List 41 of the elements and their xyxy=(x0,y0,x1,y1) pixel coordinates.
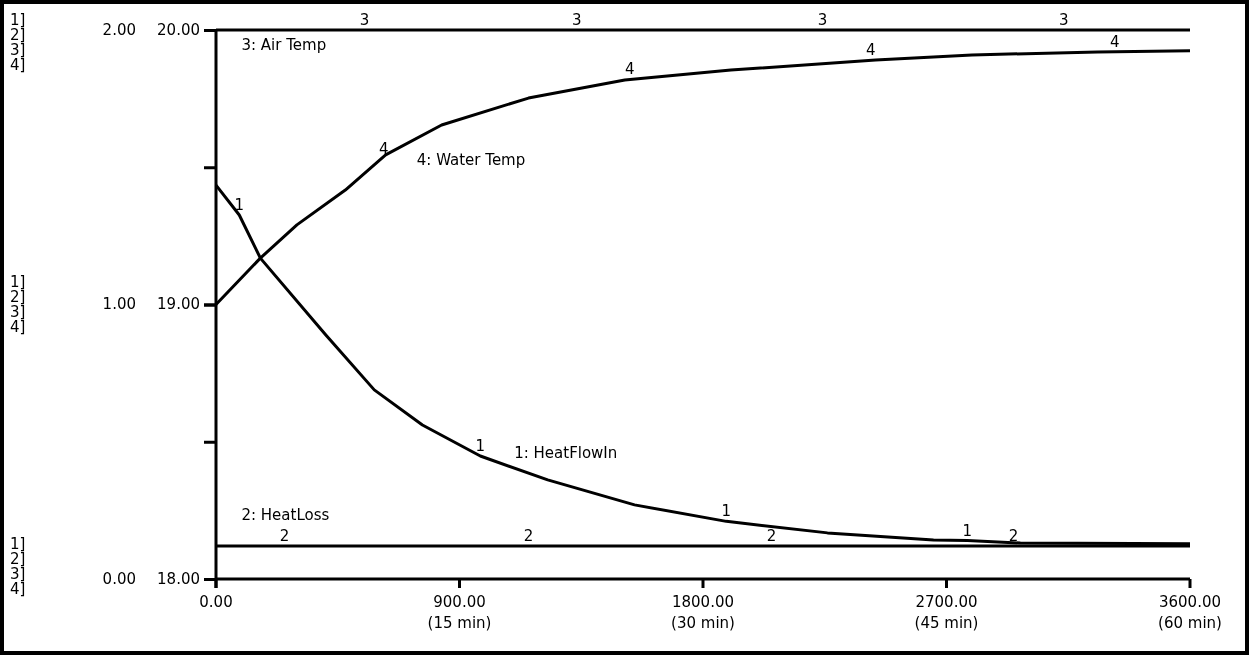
y2-tick-label: 18.00 xyxy=(157,569,200,588)
text: 1] xyxy=(10,273,26,291)
annotation: 1 xyxy=(721,502,732,521)
annotation: 3 xyxy=(817,11,828,29)
annotation: 4 xyxy=(1110,32,1120,51)
annotation: 2 xyxy=(766,527,777,546)
x-tick-label: 1800.00 xyxy=(671,593,735,611)
x-tick-label: 2700.00 xyxy=(915,593,978,611)
annotation: 3 xyxy=(1058,11,1069,29)
annotation: 2 xyxy=(1008,527,1019,546)
annotation: 2 xyxy=(279,527,290,546)
x-tick-label: 3600.00 xyxy=(1158,593,1222,611)
series-label: 2: HeatLoss xyxy=(241,506,330,525)
text: 1] xyxy=(10,534,26,553)
annotation: 4 xyxy=(865,41,876,60)
series-label: 1: HeatFlowIn xyxy=(514,443,618,462)
text: (60 min) xyxy=(1158,614,1222,632)
annotation: 4 xyxy=(378,140,389,159)
series-label: 3: Air Temp xyxy=(241,36,327,54)
text: (45 min) xyxy=(914,614,979,632)
annotation: 4 xyxy=(624,60,635,79)
series-label: 4: Water Temp xyxy=(416,151,526,170)
y2-tick-label: 20.00 xyxy=(157,20,200,39)
text: 2] xyxy=(10,288,26,306)
annotation: 1 xyxy=(234,196,245,215)
annotation: 2 xyxy=(523,527,534,546)
x-tick-label: 900.00 xyxy=(433,593,486,611)
annotation: 3 xyxy=(571,11,582,29)
annotation: 1 xyxy=(962,521,973,540)
y2-tick-label: 19.00 xyxy=(157,295,200,313)
annotation: 3 xyxy=(359,11,370,29)
y-tick-label: 2.00 xyxy=(102,20,136,39)
x-tick-label: 0.00 xyxy=(199,593,233,611)
y-tick-label: 1.00 xyxy=(102,295,136,313)
text: 4] xyxy=(10,318,26,336)
text: 1] xyxy=(10,10,26,29)
text: 3] xyxy=(10,303,26,321)
text: (30 min) xyxy=(671,614,735,632)
text: (15 min) xyxy=(427,614,492,632)
annotation: 1 xyxy=(475,437,486,456)
y-tick-label: 0.00 xyxy=(102,569,136,588)
